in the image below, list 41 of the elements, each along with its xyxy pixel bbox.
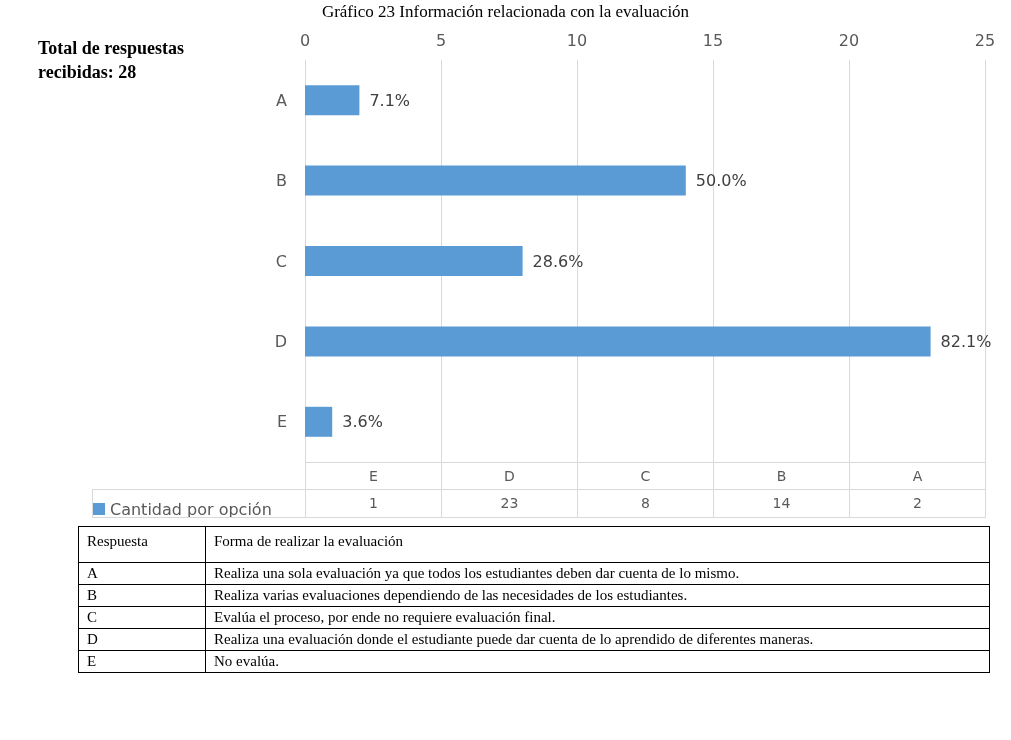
category-label: E: [369, 468, 378, 484]
x-tick-label: 20: [838, 30, 860, 50]
y-tick-label: D: [274, 331, 287, 351]
y-tick-label: C: [275, 251, 287, 271]
chart-title: Gráfico 23 Información relacionada con la evaluación: [320, 2, 691, 22]
annotation: 7.1%: [369, 90, 411, 110]
x-tick-label: 15: [702, 30, 724, 50]
text: Realiza una sola evaluación ya que todos los estudiantes deben dar cuenta de lo mismo.: [205, 562, 990, 585]
text: Respuesta: [78, 526, 206, 563]
text: Evalúa el proceso, por ende no requiere evaluación final.: [205, 606, 990, 629]
category-label: C: [640, 468, 651, 484]
text: No evalúa.: [205, 650, 990, 673]
annotation: 50.0%: [695, 171, 747, 191]
text: Forma de realizar la evaluación: [205, 526, 990, 563]
legend-label: Cantidad por opción: [110, 499, 272, 519]
x-tick-label: 25: [974, 30, 996, 50]
text: E: [78, 650, 206, 673]
text: C: [78, 606, 206, 629]
category-label: A: [912, 468, 923, 484]
text: Total de respuestas recibidas: 28: [38, 37, 186, 84]
text: 23: [441, 489, 578, 518]
y-tick-label: E: [276, 412, 287, 432]
annotation: 82.1%: [940, 331, 992, 351]
category-label: B: [776, 468, 787, 484]
annotation: 3.6%: [342, 412, 383, 432]
x-tick-label: 5: [435, 30, 447, 50]
y-tick-label: A: [276, 90, 288, 110]
category-label: D: [504, 468, 515, 484]
x-tick-label: 0: [299, 30, 311, 50]
text: 1: [305, 489, 442, 518]
text: A: [78, 562, 206, 585]
text: B: [78, 584, 206, 607]
text: D: [78, 628, 206, 651]
text: 8: [577, 489, 714, 518]
x-tick-label: 10: [566, 30, 588, 50]
text: Realiza varias evaluaciones dependiendo de las necesidades de los estudiantes.: [205, 584, 990, 607]
text: 2: [849, 489, 986, 518]
text: 14: [713, 489, 850, 518]
text: Realiza una evaluación donde el estudiante puede dar cuenta de lo aprendido de diferentes maneras.: [205, 628, 990, 651]
y-tick-label: B: [276, 171, 287, 191]
annotation: 28.6%: [532, 251, 584, 271]
